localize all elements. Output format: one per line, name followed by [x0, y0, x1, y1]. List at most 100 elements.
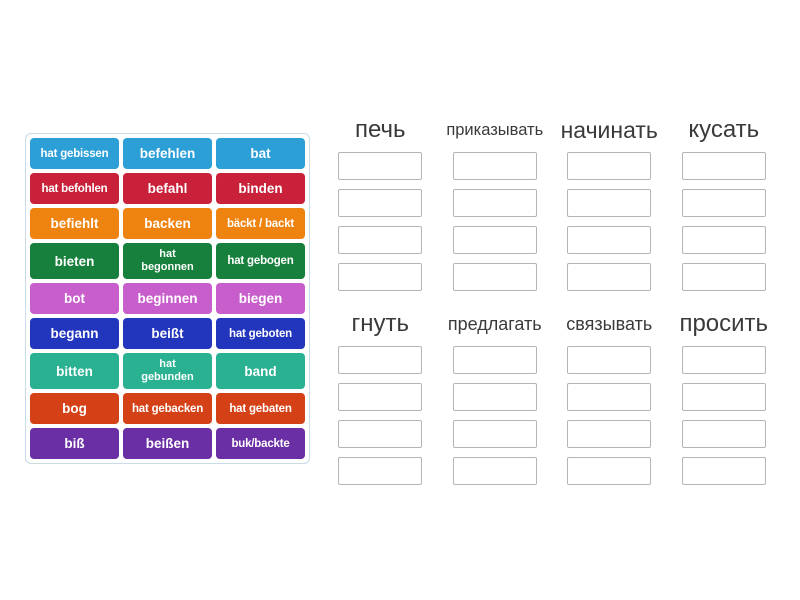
word-tile[interactable]: bieten — [30, 243, 119, 279]
answer-slot[interactable] — [452, 263, 537, 291]
answer-slot[interactable] — [681, 189, 766, 217]
answer-slot[interactable] — [338, 383, 423, 411]
answer-slot[interactable] — [338, 152, 423, 180]
answer-slot[interactable] — [452, 189, 537, 217]
answer-slot[interactable] — [567, 189, 652, 217]
word-tile-label: bitten — [56, 363, 93, 379]
answer-slot[interactable] — [452, 420, 537, 448]
word-tile-label: bat — [250, 146, 271, 161]
word-tile[interactable]: befiehlt — [30, 208, 119, 239]
word-tile-label: befiehlt — [50, 216, 99, 231]
word-tile[interactable]: bog — [30, 393, 119, 424]
word-tile-label: beißt — [151, 326, 184, 341]
word-tile[interactable]: beißt — [123, 318, 212, 349]
answer-slot[interactable] — [567, 263, 652, 291]
word-tile-label: beißen — [145, 436, 190, 451]
category-title: начинать — [560, 116, 658, 143]
word-tile[interactable]: biß — [30, 428, 119, 459]
word-tile[interactable]: hat gebacken — [123, 393, 212, 424]
category-title: кусать — [688, 116, 760, 143]
answer-slot[interactable] — [452, 383, 537, 411]
word-tile[interactable]: befahl — [123, 173, 212, 204]
category-title: просить — [679, 310, 769, 337]
answer-slot[interactable] — [567, 152, 652, 180]
word-tile[interactable]: hat befohlen — [30, 173, 119, 204]
word-tile-label: bieten — [54, 253, 95, 269]
word-tile[interactable]: hat begonnen — [123, 243, 212, 279]
word-tile-label: hat geboten — [229, 327, 292, 340]
answer-slot[interactable] — [452, 346, 537, 374]
answer-slot[interactable] — [681, 420, 766, 448]
answer-slot[interactable] — [338, 263, 423, 291]
category-group: приказывать — [438, 108, 553, 291]
answer-slot[interactable] — [681, 383, 766, 411]
answer-slot[interactable] — [338, 457, 423, 485]
answer-slot[interactable] — [338, 226, 423, 254]
answer-slot[interactable] — [567, 226, 652, 254]
word-tile-label: hat gebogen — [227, 255, 294, 267]
answer-slot[interactable] — [567, 383, 652, 411]
word-tile[interactable]: binden — [216, 173, 305, 204]
answer-slot[interactable] — [452, 457, 537, 485]
word-tile[interactable]: bitten — [30, 353, 119, 389]
word-tile[interactable]: beißen — [123, 428, 212, 459]
word-tile[interactable]: hat gebissen — [30, 138, 119, 169]
word-tile-label: binden — [238, 181, 283, 196]
word-tile-label: hat gebaten — [229, 402, 292, 415]
word-tile[interactable]: buk/backte — [216, 428, 305, 459]
answer-slot[interactable] — [338, 420, 423, 448]
word-tile[interactable]: hat gebunden — [123, 353, 212, 389]
answer-slot[interactable] — [681, 457, 766, 485]
answer-slot[interactable] — [681, 152, 766, 180]
answer-slot[interactable] — [681, 226, 766, 254]
answer-slot[interactable] — [338, 189, 423, 217]
category-group: просить — [667, 302, 782, 485]
word-tile-label: bäckt / backt — [226, 217, 295, 230]
word-tile-label: begann — [50, 326, 99, 341]
word-tile-label: buk/backte — [231, 437, 290, 450]
word-tile-label: bot — [64, 291, 85, 306]
word-tile[interactable]: hat gebaten — [216, 393, 305, 424]
category-title: печь — [354, 116, 406, 143]
category-groups-area: печь приказывать начинать кусать гнуть п… — [323, 108, 781, 485]
word-tile-label: beginnen — [137, 291, 198, 306]
word-tile[interactable]: befehlen — [123, 138, 212, 169]
word-tile[interactable]: hat gebogen — [216, 243, 305, 279]
word-tile[interactable]: band — [216, 353, 305, 389]
word-tile[interactable]: beginnen — [123, 283, 212, 314]
category-group: печь — [323, 108, 438, 291]
category-group: кусать — [667, 108, 782, 291]
word-tile[interactable]: hat geboten — [216, 318, 305, 349]
answer-slot[interactable] — [452, 152, 537, 180]
word-tile-label: biegen — [238, 291, 283, 306]
word-tile-label: hat gebacken — [131, 402, 204, 415]
word-tile[interactable]: begann — [30, 318, 119, 349]
word-tile-label: hat befohlen — [41, 182, 108, 195]
category-group: начинать — [552, 108, 667, 291]
word-tile-label: befahl — [147, 181, 188, 196]
category-title: предлагать — [447, 313, 542, 334]
word-tile-label: hat begonnen — [141, 248, 194, 273]
word-tile-label: biß — [64, 436, 85, 451]
answer-slot[interactable] — [338, 346, 423, 374]
answer-slot[interactable] — [567, 420, 652, 448]
word-tile[interactable]: biegen — [216, 283, 305, 314]
word-tile[interactable]: bot — [30, 283, 119, 314]
word-tile-label: befehlen — [139, 146, 196, 161]
word-tile-label: backen — [144, 216, 191, 231]
category-group: предлагать — [438, 302, 553, 485]
answer-slot[interactable] — [452, 226, 537, 254]
answer-slot[interactable] — [567, 346, 652, 374]
word-tile-label: hat gebissen — [40, 147, 109, 160]
word-tiles-panel: hat gebissen befehlen bat hat befohlen b… — [25, 133, 310, 464]
answer-slot[interactable] — [567, 457, 652, 485]
answer-slot[interactable] — [681, 346, 766, 374]
category-title: гнуть — [351, 310, 409, 337]
word-tile[interactable]: backen — [123, 208, 212, 239]
category-group: гнуть — [323, 302, 438, 485]
word-tile-label: hat gebunden — [141, 358, 194, 383]
word-tile[interactable]: bat — [216, 138, 305, 169]
answer-slot[interactable] — [681, 263, 766, 291]
word-tile-label: bog — [62, 401, 87, 416]
word-tile[interactable]: bäckt / backt — [216, 208, 305, 239]
